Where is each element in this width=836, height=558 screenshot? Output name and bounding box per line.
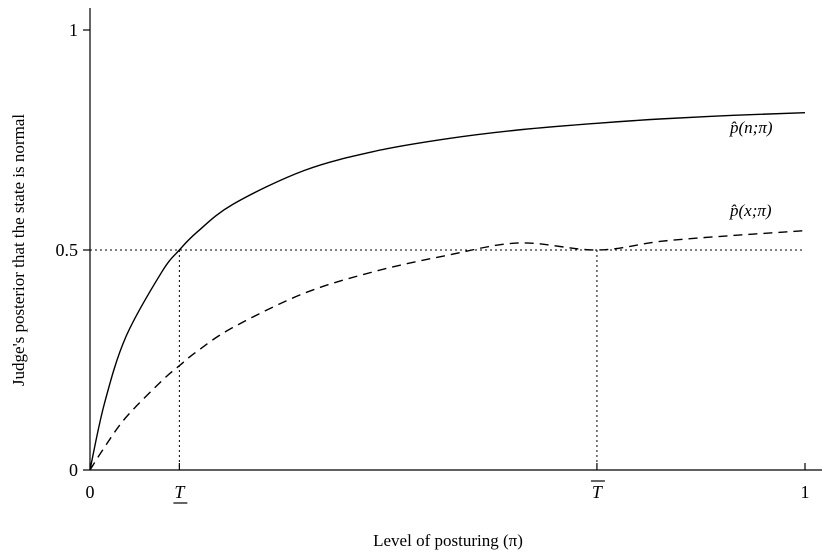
y-tick-label: 1: [69, 20, 78, 40]
y-tick-label: 0: [69, 460, 78, 480]
x-tick-label: T: [174, 482, 186, 502]
x-tick-label: T: [592, 482, 604, 502]
series-n-label: p̂(n;π): [729, 118, 773, 137]
series-x-line: [89, 229, 806, 471]
x-tick-label: 0: [86, 482, 95, 502]
y-axis-label: Judge's posterior that the state is norm…: [9, 114, 28, 386]
x-axis-label: Level of posturing (π): [373, 531, 523, 550]
y-ticks: 00.51: [56, 20, 90, 480]
x-tick-label: 1: [801, 482, 810, 502]
series-n-line: [89, 112, 806, 471]
series-x-label: p̂(x;π): [729, 201, 772, 220]
x-ticks: 0 T T 1: [86, 463, 810, 504]
y-tick-label: 0.5: [56, 240, 79, 260]
